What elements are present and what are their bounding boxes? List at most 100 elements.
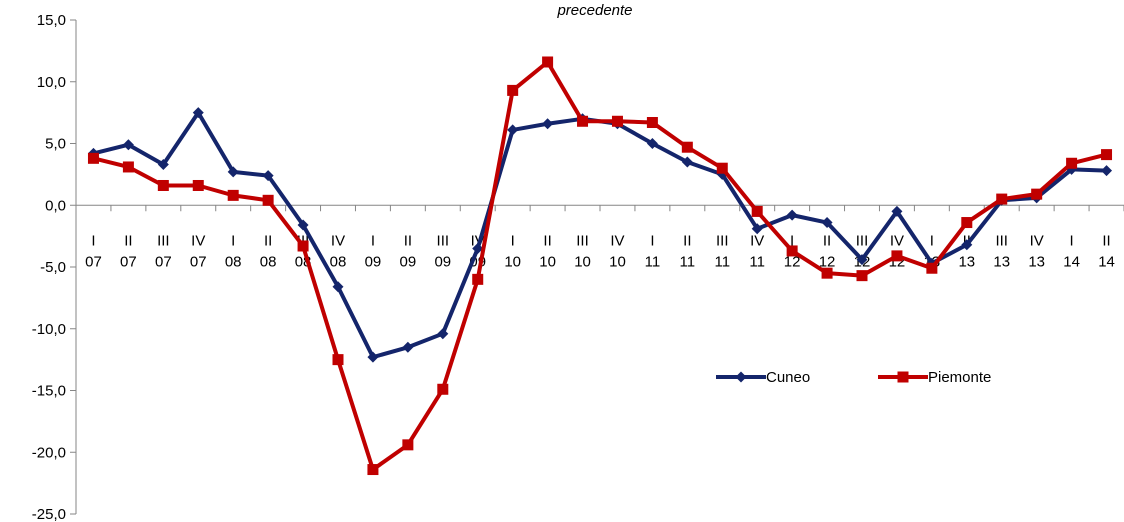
x-tick-label-quarter: IV [1030,232,1044,249]
legend-swatch-marker [735,371,747,383]
legend-swatch-marker [897,371,909,383]
piemonte-point [122,161,134,173]
x-tick-label-quarter: III [716,232,729,249]
cuneo-point [507,124,519,136]
x-tick-label-quarter: IV [191,232,205,249]
x-tick-label-year: 10 [609,253,626,270]
series-layer [87,56,1113,476]
piemonte-point [926,262,938,274]
x-tick-label-year: 09 [400,253,417,270]
y-axis: 15,0 10,0 5,0 0,0 -5,0 -10,0 -15,0 -20,0 -25,0 [32,12,77,522]
x-tick-label-quarter: III [437,232,450,249]
x-tick-label-quarter: I [91,232,95,249]
x-tick-label-year: 11 [645,253,661,270]
piemonte-point [402,439,414,451]
cuneo-point [542,118,554,130]
x-tick-label-quarter: I [371,232,375,249]
x-tick-label-year: 07 [85,253,102,270]
cuneo-point [437,328,449,340]
x-tick-label-quarter: II [404,232,412,249]
piemonte-point [507,84,519,96]
piemonte-point [821,267,833,279]
cuneo-point [262,170,274,182]
cuneo-point [332,281,344,293]
series-piemonte [87,56,1113,476]
x-tick-label-quarter: III [576,232,589,249]
piemonte-point [961,217,973,229]
x-tick-label-quarter: I [511,232,515,249]
x-tick-label-quarter: I [650,232,654,249]
cuneo-point [157,158,169,170]
piemonte-point [681,141,693,153]
cuneo-point [786,209,798,221]
legend: Cuneo Piemonte [716,369,991,386]
x-tick-label-quarter: IV [890,232,904,249]
x-tick-label-year: 09 [365,253,382,270]
y-tick-label: 0,0 [45,197,66,214]
x-tick-label-year: 12 [819,253,836,270]
x-tick-label-year: 13 [993,253,1010,270]
x-tick-label-year: 07 [155,253,172,270]
chart-title: precedente [556,2,632,19]
x-axis: I07II07III07IV07I08II08III08IV08I09II09I… [75,204,1124,270]
y-tick-label: 15,0 [37,12,66,29]
piemonte-point [472,273,484,285]
cuneo-line [92,110,1107,360]
cuneo-point [192,107,204,119]
x-tick-label-year: 10 [539,253,556,270]
x-tick-label-year: 11 [714,253,730,270]
x-tick-label-year: 07 [190,253,207,270]
x-tick-label-quarter: IV [331,232,345,249]
piemonte-point [611,115,623,127]
piemonte-point [891,250,903,262]
x-tick-label-year: 13 [1028,253,1045,270]
legend-item-piemonte: Piemonte [878,369,991,386]
legend-item-cuneo: Cuneo [716,369,810,386]
x-tick-label-quarter: II [1102,232,1110,249]
x-tick-label-quarter: I [790,232,794,249]
piemonte-point [437,383,449,395]
legend-label: Piemonte [928,369,991,386]
x-tick-label-year: 13 [958,253,975,270]
cuneo-point [402,341,414,353]
cuneo-point [961,239,973,251]
x-tick-label-quarter: I [930,232,934,249]
cuneo-point [681,156,693,168]
cuneo-point [821,217,833,229]
piemonte-line [92,59,1108,472]
piemonte-point [751,205,763,217]
x-tick-label-quarter: II [264,232,272,249]
x-tick-label-year: 10 [504,253,521,270]
x-tick-label-year: 07 [120,253,137,270]
y-tick-label: -20,0 [32,444,66,461]
x-tick-label-year: 14 [1098,253,1115,270]
y-tick-label: -5,0 [40,259,66,276]
x-tick-label-year: 12 [784,253,801,270]
x-tick-label-quarter: III [995,232,1008,249]
x-tick-label-quarter: IV [610,232,624,249]
piemonte-point [786,245,798,257]
x-tick-label-year: 11 [680,253,696,270]
x-tick-label-quarter: II [683,232,691,249]
piemonte-point [1031,188,1043,200]
piemonte-point [646,117,658,129]
x-tick-label-quarter: I [1070,232,1074,249]
cuneo-point [1101,165,1113,177]
piemonte-point [157,179,169,191]
cuneo-point [227,166,239,178]
piemonte-point [542,56,554,68]
cuneo-point [122,139,134,151]
x-tick-label-quarter: II [543,232,551,249]
piemonte-point [577,115,589,127]
x-tick-label-year: 10 [574,253,591,270]
x-tick-label-quarter: IV [750,232,764,249]
piemonte-point [87,152,99,164]
y-tick-label: 5,0 [45,136,66,153]
y-tick-label: -25,0 [32,506,66,522]
x-tick-label-quarter: II [124,232,132,249]
piemonte-point [297,240,309,252]
piemonte-point [192,179,204,191]
cuneo-point [856,254,868,266]
cuneo-point [891,205,903,217]
